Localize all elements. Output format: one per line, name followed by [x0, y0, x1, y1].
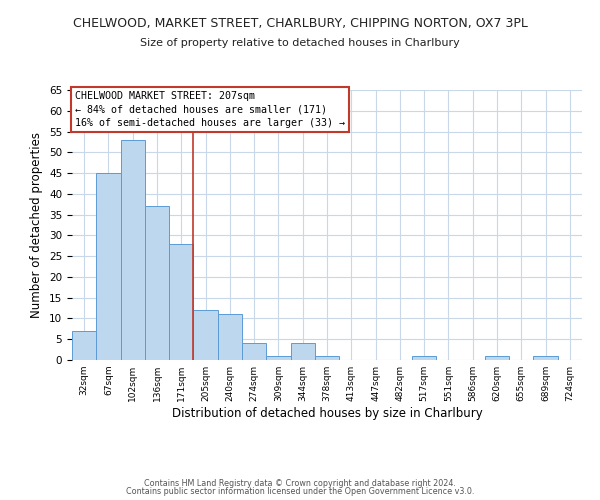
Bar	[96, 173, 121, 360]
Bar	[290, 344, 315, 360]
Bar	[193, 310, 218, 360]
Text: Contains HM Land Registry data © Crown copyright and database right 2024.: Contains HM Land Registry data © Crown c…	[144, 478, 456, 488]
X-axis label: Distribution of detached houses by size in Charlbury: Distribution of detached houses by size …	[172, 407, 482, 420]
Bar	[485, 356, 509, 360]
Bar	[218, 314, 242, 360]
Text: Size of property relative to detached houses in Charlbury: Size of property relative to detached ho…	[140, 38, 460, 48]
Y-axis label: Number of detached properties: Number of detached properties	[31, 132, 43, 318]
Bar	[315, 356, 339, 360]
Bar	[266, 356, 290, 360]
Bar	[169, 244, 193, 360]
Text: CHELWOOD, MARKET STREET, CHARLBURY, CHIPPING NORTON, OX7 3PL: CHELWOOD, MARKET STREET, CHARLBURY, CHIP…	[73, 18, 527, 30]
Bar	[145, 206, 169, 360]
Bar	[412, 356, 436, 360]
Bar	[533, 356, 558, 360]
Bar	[242, 344, 266, 360]
Text: CHELWOOD MARKET STREET: 207sqm
← 84% of detached houses are smaller (171)
16% of: CHELWOOD MARKET STREET: 207sqm ← 84% of …	[74, 92, 344, 128]
Bar	[72, 331, 96, 360]
Text: Contains public sector information licensed under the Open Government Licence v3: Contains public sector information licen…	[126, 487, 474, 496]
Bar	[121, 140, 145, 360]
